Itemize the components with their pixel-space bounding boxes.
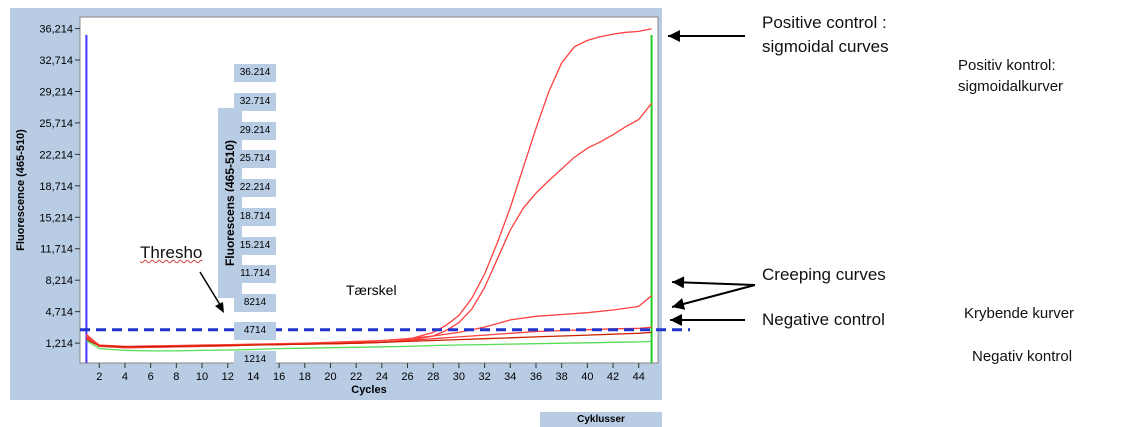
x-tick-label: 42 (607, 371, 619, 383)
x-tick-label: 26 (401, 371, 413, 383)
x-tick-label: 8 (173, 371, 179, 383)
series-line-5 (86, 331, 652, 348)
y-tick-label: 36,214 (39, 24, 73, 36)
danish-y-tick-label: 36.214 (234, 64, 276, 82)
danish-y-tick-label: 8214 (234, 294, 276, 312)
danish-y-tick-label: 29.214 (234, 122, 276, 140)
x-tick-label: 40 (581, 371, 593, 383)
creeping-arrow-upper-head (672, 276, 685, 289)
creeping-arrow-lower-head (672, 298, 686, 310)
x-tick-label: 2 (96, 371, 102, 383)
danish-y-tick-label: 25.714 (234, 150, 276, 168)
creeping-curves-label: Creeping curves (762, 265, 886, 284)
plot-area (79, 16, 659, 364)
y-tick-label: 25,714 (39, 118, 73, 130)
positive-control-label-line2: sigmoidal curves (762, 37, 889, 56)
danish-positive-label-line1: Positiv kontrol: (958, 57, 1056, 74)
x-tick-label: 24 (376, 371, 388, 383)
danish-y-tick-label: 18.714 (234, 208, 276, 226)
x-tick-label: 16 (273, 371, 285, 383)
x-tick-label: 6 (148, 371, 154, 383)
x-tick-label: 28 (427, 371, 439, 383)
y-tick-label: 32,714 (39, 55, 73, 67)
y-axis-label: Fluorescence (465-510) (15, 129, 27, 251)
danish-y-tick-label: 15.214 (234, 237, 276, 255)
danish-creeping-label: Krybende kurver (964, 305, 1075, 322)
danish-negative-label: Negativ kontrol (972, 348, 1073, 365)
x-tick-label: 20 (324, 371, 336, 383)
x-tick-label: 38 (556, 371, 568, 383)
danish-positive-label-line2: sigmoidalkurver (958, 78, 1064, 95)
negative-control-arrow-head (670, 314, 682, 326)
danish-y-tick-label: 1214 (234, 351, 276, 369)
y-tick-label: 11,714 (40, 244, 73, 256)
danish-y-tick-label: 11.714 (234, 265, 276, 283)
x-tick-label: 32 (478, 371, 490, 383)
x-tick-label: 44 (633, 371, 645, 383)
positive-control-label-line1: Positive control : (762, 13, 887, 32)
x-tick-label: 30 (453, 371, 465, 383)
y-tick-label: 29,214 (39, 86, 73, 98)
y-tick-label: 4,714 (45, 307, 73, 319)
threshold-arrow (199, 271, 223, 309)
threshold-arrowhead (215, 302, 224, 313)
y-tick-label: 22,214 (39, 149, 73, 161)
x-tick-label: 22 (350, 371, 362, 383)
negative-control-label: Negative control (762, 310, 885, 329)
creeping-arrow-lower (671, 284, 756, 308)
series-line-6 (86, 339, 652, 352)
x-tick-label: 18 (299, 371, 311, 383)
danish-xlabel: Cyklusser (540, 412, 662, 427)
y-tick-label: 18,714 (39, 181, 73, 193)
x-tick-label: 14 (247, 371, 259, 383)
danish-y-tick-label: 22.214 (234, 179, 276, 197)
x-axis-label: Cycles (351, 384, 386, 396)
x-tick-label: 34 (504, 371, 516, 383)
y-tick-label: 1,214 (45, 338, 73, 350)
x-tick-label: 12 (222, 371, 234, 383)
positive-control-arrow-head (668, 30, 680, 42)
creeping-arrow-upper (671, 281, 756, 286)
danish-y-tick-label: 32.714 (234, 93, 276, 111)
y-tick-label: 15,214 (39, 212, 73, 224)
x-tick-label: 4 (122, 371, 128, 383)
x-tick-label: 36 (530, 371, 542, 383)
x-tick-label: 10 (196, 371, 208, 383)
threshold-label: Thresho (140, 243, 203, 262)
danish-y-tick-label: 4714 (234, 322, 276, 340)
danish-threshold-label: Tærskel (318, 280, 428, 300)
y-tick-label: 8,214 (45, 275, 73, 287)
